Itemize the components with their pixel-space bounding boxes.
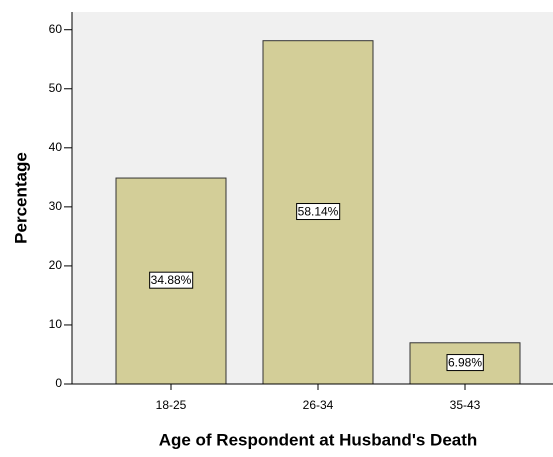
x-tick-label: 35-43 bbox=[450, 398, 481, 412]
y-tick-label: 20 bbox=[49, 258, 63, 272]
y-tick-label: 0 bbox=[55, 376, 62, 390]
y-tick-label: 50 bbox=[49, 81, 63, 95]
y-tick-label: 60 bbox=[49, 22, 63, 36]
value-label-box bbox=[446, 354, 484, 372]
value-label-box bbox=[149, 271, 194, 289]
value-label-box bbox=[296, 203, 341, 221]
y-tick-label: 10 bbox=[49, 317, 63, 331]
x-axis-title: Age of Respondent at Husband's Death bbox=[159, 430, 478, 449]
value-label: 34.88% bbox=[151, 273, 192, 287]
y-axis-title: Percentage bbox=[11, 152, 30, 244]
x-tick-label: 26-34 bbox=[303, 398, 334, 412]
value-label: 6.98% bbox=[448, 356, 482, 370]
value-label: 58.14% bbox=[298, 205, 339, 219]
x-tick-label: 18-25 bbox=[156, 398, 187, 412]
y-tick-label: 40 bbox=[49, 140, 63, 154]
y-tick-label: 30 bbox=[49, 199, 63, 213]
